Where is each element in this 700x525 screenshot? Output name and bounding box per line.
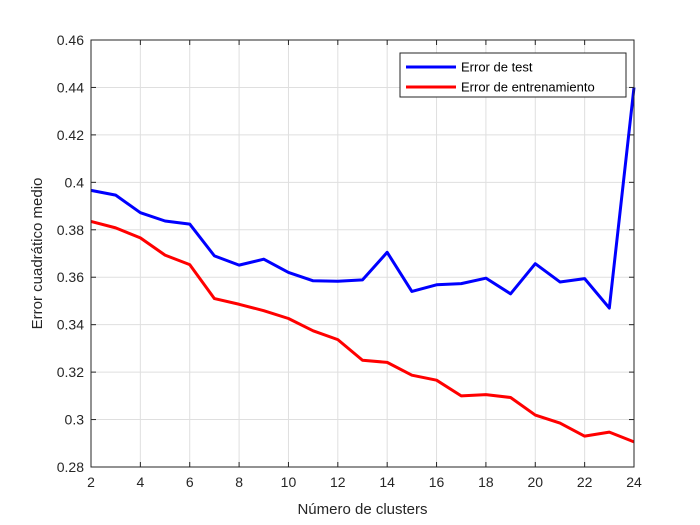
y-axis-ticks: 0.28 0.3 0.32 0.34 0.36 0.38 0.4 0.42 0.44 0.46 <box>57 32 634 475</box>
x-tick-label: 14 <box>379 474 395 490</box>
y-tick-label: 0.44 <box>57 79 84 95</box>
x-tick-label: 8 <box>235 474 243 490</box>
y-tick-label: 0.4 <box>65 174 85 190</box>
legend-label: Error de entrenamiento <box>461 80 595 95</box>
plot-area <box>91 40 634 467</box>
x-tick-label: 24 <box>626 474 642 490</box>
y-axis-label: Error cuadrático medio <box>29 178 46 330</box>
x-tick-label: 20 <box>527 474 543 490</box>
x-tick-label: 22 <box>577 474 593 490</box>
x-axis-ticks: 2 4 6 8 10 12 14 16 18 20 22 24 <box>87 40 642 490</box>
series-layer <box>90 87 636 444</box>
x-tick-label: 12 <box>330 474 346 490</box>
plot-frame <box>90 39 635 468</box>
x-tick-label: 18 <box>478 474 494 490</box>
legend-label: Error de test <box>461 60 533 75</box>
x-tick-label: 2 <box>87 474 95 490</box>
x-axis-label: Número de clusters <box>297 501 427 518</box>
x-tick-label: 10 <box>281 474 297 490</box>
series-line-test <box>90 87 636 310</box>
legend-box <box>399 52 627 98</box>
x-tick-label: 16 <box>429 474 445 490</box>
y-tick-label: 0.3 <box>65 412 85 428</box>
y-tick-label: 0.42 <box>57 127 84 143</box>
y-tick-label: 0.34 <box>57 317 84 333</box>
y-tick-label: 0.28 <box>57 459 84 475</box>
legend: Error de test Error de entrenamiento <box>399 52 627 98</box>
y-tick-label: 0.32 <box>57 364 84 380</box>
x-tick-label: 6 <box>186 474 194 490</box>
x-tick-label: 4 <box>136 474 144 490</box>
y-tick-label: 0.36 <box>57 269 84 285</box>
series-line-training <box>90 220 635 444</box>
y-tick-label: 0.46 <box>57 32 84 48</box>
y-tick-label: 0.38 <box>57 222 84 238</box>
